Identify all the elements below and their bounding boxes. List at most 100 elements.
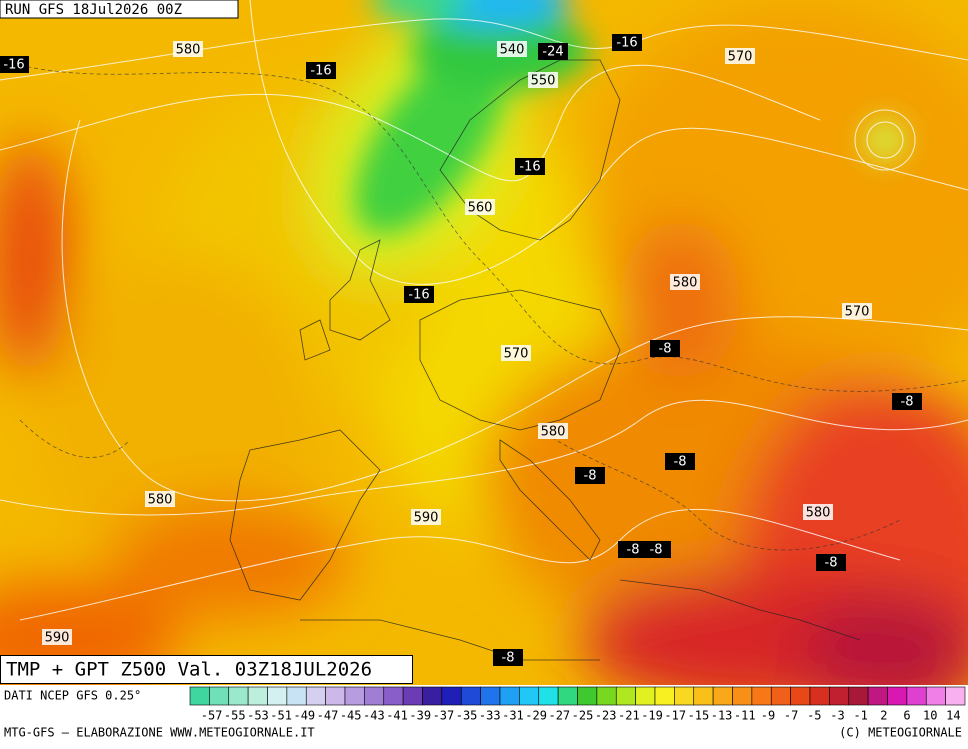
map-labels: 580 540 550 570 560 580 570 570 580 580 590 580 590 -… xyxy=(0,34,922,666)
credit-left: MTG-GFS — ELABORAZIONE WWW.METEOGIORNALE… xyxy=(4,726,315,740)
contour-label-bg xyxy=(725,48,755,64)
contour-label-bg xyxy=(670,274,700,290)
colorbar-swatch xyxy=(945,686,966,706)
colorbar-swatch xyxy=(557,686,578,706)
contour-label-bg xyxy=(465,199,495,215)
temperature-label: -16 xyxy=(408,288,429,303)
colorbar-swatch xyxy=(519,686,540,706)
contour-label-bg xyxy=(501,345,531,361)
geopotential-label: 580 xyxy=(673,276,698,291)
colorbar-label: -21 xyxy=(618,709,640,723)
colorbar-swatch xyxy=(267,686,288,706)
colorbar-label: -49 xyxy=(293,709,315,723)
colorbar-label: -29 xyxy=(525,709,547,723)
temperature-label-bg xyxy=(515,158,545,175)
colorbar-label: -57 xyxy=(201,709,223,723)
temperature-label: -8 xyxy=(901,395,914,410)
contour-label-bg xyxy=(411,509,441,525)
colorbar-swatch xyxy=(674,686,695,706)
contour-label-bg xyxy=(528,72,558,88)
colorbar-swatch xyxy=(325,686,346,706)
temperature-label-bg xyxy=(404,286,434,303)
colorbar-swatch xyxy=(712,686,733,706)
colorbar-swatch xyxy=(829,686,850,706)
colorbar-swatch xyxy=(925,686,946,706)
temperature-label: -16 xyxy=(3,58,24,73)
geopotential-label: 580 xyxy=(806,506,831,521)
colorbar-label: -39 xyxy=(409,709,431,723)
contour-label-bg xyxy=(842,303,872,319)
header-box xyxy=(0,0,239,19)
colorbar-swatch xyxy=(809,686,830,706)
credit-right: (C) METEOGIORNALE xyxy=(839,726,962,740)
colorbar-swatch xyxy=(635,686,656,706)
temperature-label-bg xyxy=(0,56,29,73)
colorbar-swatch xyxy=(790,686,811,706)
geopotential-label: 590 xyxy=(45,631,70,646)
colorbar-label: -9 xyxy=(761,709,775,723)
geopotential-label: 590 xyxy=(414,511,439,526)
contour-label-bg xyxy=(803,504,833,520)
temperature-label: -8 xyxy=(584,469,597,484)
colorbar-label: -27 xyxy=(548,709,570,723)
colorbar-swatch xyxy=(596,686,617,706)
colorbar-swatch xyxy=(499,686,520,706)
colorbar-swatch xyxy=(422,686,443,706)
colorbar-swatch xyxy=(906,686,927,706)
colorbar-label: -35 xyxy=(456,709,478,723)
temperature-label: -16 xyxy=(519,160,540,175)
contour-label-bg xyxy=(538,423,568,439)
colorbar-swatch xyxy=(732,686,753,706)
temperature-label-bg xyxy=(538,43,568,60)
temperature-label: -16 xyxy=(616,36,637,51)
title-box xyxy=(0,655,413,684)
colorbar-label: 14 xyxy=(946,709,960,723)
colorbar-label: -11 xyxy=(734,709,756,723)
colorbar-label: -13 xyxy=(711,709,733,723)
colorbar-swatch xyxy=(441,686,462,706)
temperature-label: -24 xyxy=(542,45,563,60)
colorbar-swatch xyxy=(770,686,791,706)
geopotential-label: 580 xyxy=(148,493,173,508)
map-title: TMP + GPT Z500 Val. 03Z18JUL2026 xyxy=(6,659,372,681)
contour-label-bg xyxy=(42,629,72,645)
colorbar-label: 6 xyxy=(903,709,910,723)
colorbar-label: 2 xyxy=(880,709,887,723)
temperature-label: -8 xyxy=(674,455,687,470)
colorbar-swatch xyxy=(867,686,888,706)
colorbar-swatch xyxy=(305,686,326,706)
geopotential-label: 550 xyxy=(531,74,556,89)
colorbar-swatch xyxy=(286,686,307,706)
temperature-label: -8 xyxy=(502,651,515,666)
temperature-label-bg xyxy=(892,393,922,410)
colorbar-label: -47 xyxy=(317,709,339,723)
colorbar-swatch xyxy=(577,686,598,706)
colorbar-swatch xyxy=(887,686,908,706)
temperature-label-bg xyxy=(493,649,523,666)
colorbar-swatch xyxy=(693,686,714,706)
geopotential-label: 560 xyxy=(468,201,493,216)
colorbar: -57 -55 -53 -51 -49 -47 -45 -43 -41 -39 -37 -35 -33-… xyxy=(189,686,966,723)
colorbar-label: 10 xyxy=(923,709,937,723)
colorbar-swatch xyxy=(344,686,365,706)
colorbar-swatch xyxy=(751,686,772,706)
colorbar-swatch xyxy=(460,686,481,706)
temperature-label: -8 xyxy=(659,342,672,357)
colorbar-label: -1 xyxy=(853,709,867,723)
temperature-label-bg xyxy=(612,34,642,51)
source-label: DATI NCEP GFS 0.25° xyxy=(4,689,141,703)
colorbar-swatch xyxy=(615,686,636,706)
geopotential-label: 580 xyxy=(541,425,566,440)
colorbar-label: -53 xyxy=(247,709,269,723)
temperature-label-bg xyxy=(618,541,648,558)
colorbar-label: -33 xyxy=(479,709,501,723)
colorbar-label: -55 xyxy=(224,709,246,723)
contour-label-bg xyxy=(497,41,527,57)
temperature-label-bg xyxy=(665,453,695,470)
colorbar-label: -23 xyxy=(595,709,617,723)
temperature-label-bg xyxy=(641,541,671,558)
contour-label-bg xyxy=(145,491,175,507)
geopotential-label: 570 xyxy=(504,347,529,362)
temperature-label-bg xyxy=(816,554,846,571)
